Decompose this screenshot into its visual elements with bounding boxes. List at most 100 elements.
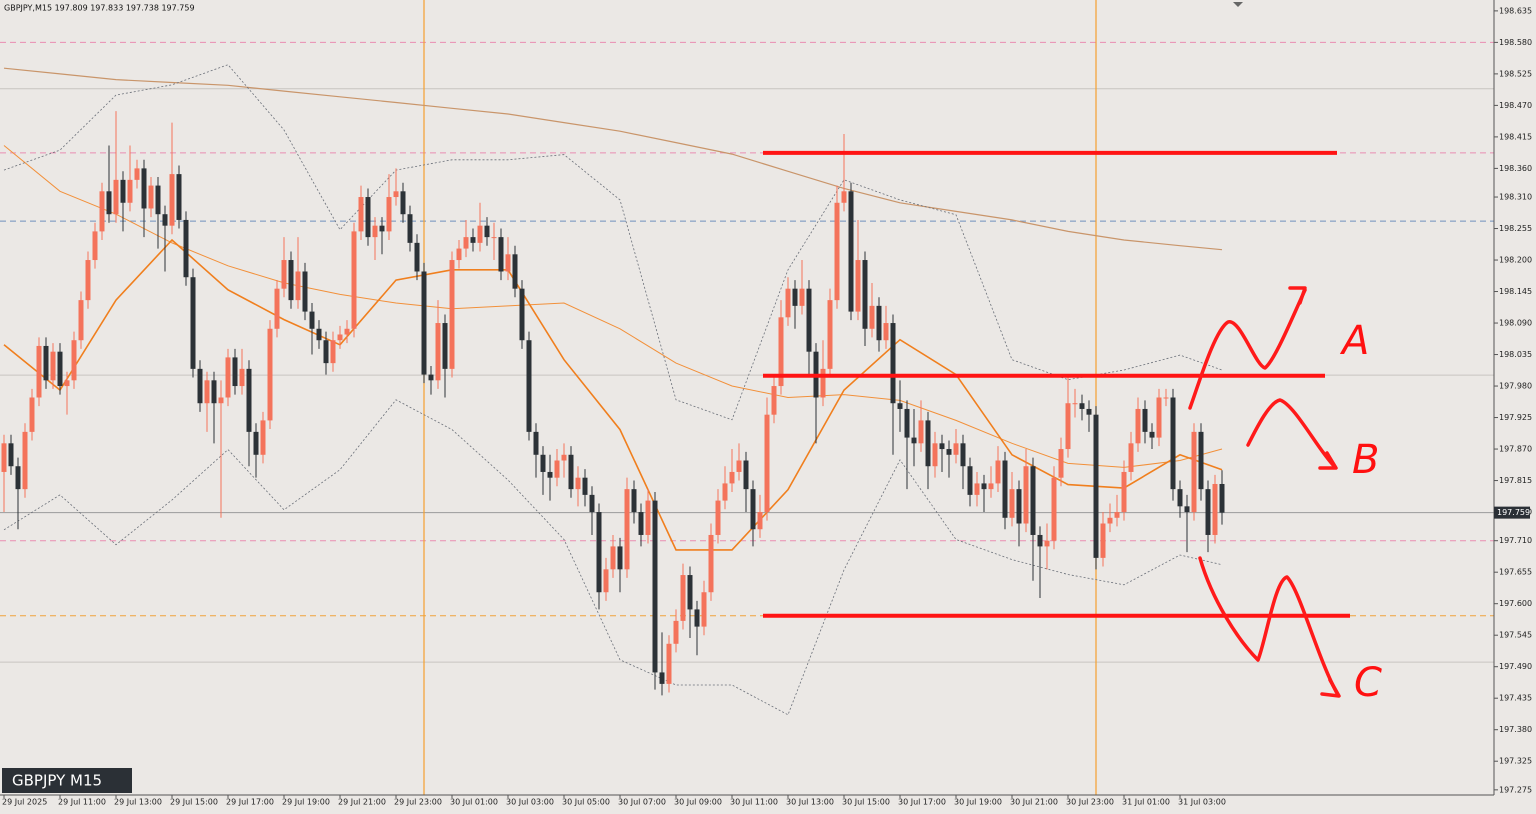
y-tick-label: 198.200 <box>1499 256 1532 265</box>
candle-body <box>904 408 910 438</box>
y-tick-label: 198.310 <box>1499 193 1532 202</box>
candle-body <box>421 271 427 375</box>
candle-body <box>274 288 280 329</box>
candle-body <box>155 185 161 215</box>
candle-body <box>729 471 735 484</box>
candle-body <box>246 368 252 432</box>
candle-body <box>624 489 630 570</box>
candle-body <box>1219 483 1225 513</box>
x-tick-label: 29 Jul 19:00 <box>282 798 330 807</box>
x-tick-label: 30 Jul 11:00 <box>730 798 778 807</box>
y-tick-label: 198.360 <box>1499 164 1532 173</box>
candle-body <box>260 420 266 455</box>
candle-body <box>295 271 301 301</box>
candle-body <box>596 512 602 593</box>
candle-body <box>120 179 126 203</box>
x-tick-label: 29 Jul 23:00 <box>394 798 442 807</box>
y-tick-label: 197.815 <box>1499 476 1532 485</box>
candle-body <box>1184 506 1190 513</box>
shift-marker <box>1233 2 1243 7</box>
candle-body <box>1149 431 1155 438</box>
candle-body <box>869 305 875 329</box>
indicator-line <box>3 145 1223 468</box>
badge: GBPJPY M15 <box>12 772 102 790</box>
candle-body <box>785 288 791 318</box>
candle-body <box>540 454 546 472</box>
header: GBPJPY,M15 197.809 197.833 197.738 197.7… <box>4 4 195 13</box>
candle-body <box>302 271 308 312</box>
x-tick-label: 30 Jul 21:00 <box>1010 798 1058 807</box>
candle-body <box>491 237 497 239</box>
arrow-b-head <box>1318 451 1338 470</box>
candle-body <box>211 380 217 404</box>
x-tick-label: 29 Jul 15:00 <box>170 798 218 807</box>
y-tick-label: 197.275 <box>1499 785 1532 794</box>
candle-body <box>708 534 714 593</box>
candle-body <box>1086 408 1092 415</box>
candle-body <box>57 351 63 387</box>
y-tick-label: 197.980 <box>1499 382 1532 391</box>
candle-body <box>827 300 833 369</box>
candle-body <box>722 483 728 501</box>
y-tick-label: 197.600 <box>1499 599 1532 608</box>
candle-body <box>1037 534 1043 547</box>
candle-body <box>652 500 658 673</box>
candle-body <box>169 174 175 226</box>
candle-body <box>505 254 511 272</box>
candle-body <box>834 202 840 301</box>
candle-body <box>50 351 56 381</box>
x-tick-label: 30 Jul 09:00 <box>674 798 722 807</box>
x-tick-label: 29 Jul 21:00 <box>338 798 386 807</box>
candle-body <box>603 569 609 593</box>
candle-body <box>939 443 945 450</box>
candle-body <box>666 643 672 684</box>
candle-body <box>1177 489 1183 507</box>
annotation-b: B <box>1352 437 1379 483</box>
candle-body <box>1163 397 1169 399</box>
candle-body <box>645 500 651 535</box>
x-tick-label: 30 Jul 13:00 <box>786 798 834 807</box>
candle-body <box>323 340 329 364</box>
candle-body <box>960 443 966 467</box>
candle-body <box>918 420 924 444</box>
candle-body <box>792 288 798 306</box>
badge-box <box>2 768 132 793</box>
candle-body <box>1016 489 1022 524</box>
candle-body <box>778 317 784 387</box>
arrow-c <box>1198 556 1340 697</box>
candle-body <box>799 288 805 306</box>
candle-body <box>267 328 273 421</box>
y-tick-label: 197.870 <box>1499 445 1532 454</box>
candle-body <box>617 546 623 570</box>
candle-body <box>533 431 539 455</box>
x-tick-label: 29 Jul 11:00 <box>58 798 106 807</box>
candle-body <box>162 214 168 226</box>
candle-body <box>288 260 294 301</box>
candle-body <box>925 420 931 467</box>
candle-body <box>883 323 889 341</box>
candle-body <box>1058 449 1064 478</box>
candle-body <box>1093 414 1099 558</box>
candle-body <box>190 277 196 369</box>
x-tick-label: 31 Jul 03:00 <box>1178 798 1226 807</box>
candle-body <box>134 168 140 180</box>
candle-body <box>547 471 553 478</box>
candle-body <box>113 179 119 215</box>
candle-body <box>316 328 322 341</box>
candle-body <box>64 380 70 387</box>
y-tick-label: 198.415 <box>1499 132 1532 141</box>
candle-body <box>1100 523 1106 558</box>
candle-body <box>365 197 371 238</box>
candle-body <box>1114 512 1120 518</box>
candle-body <box>995 460 1001 484</box>
candle-body <box>932 443 938 467</box>
candle-body <box>92 231 98 261</box>
candle-body <box>456 248 462 261</box>
candle-body <box>1002 460 1008 518</box>
candle-body <box>820 368 826 398</box>
candle-body <box>1107 517 1113 524</box>
arrow-a-head <box>1288 286 1307 305</box>
candle-body <box>428 374 434 381</box>
